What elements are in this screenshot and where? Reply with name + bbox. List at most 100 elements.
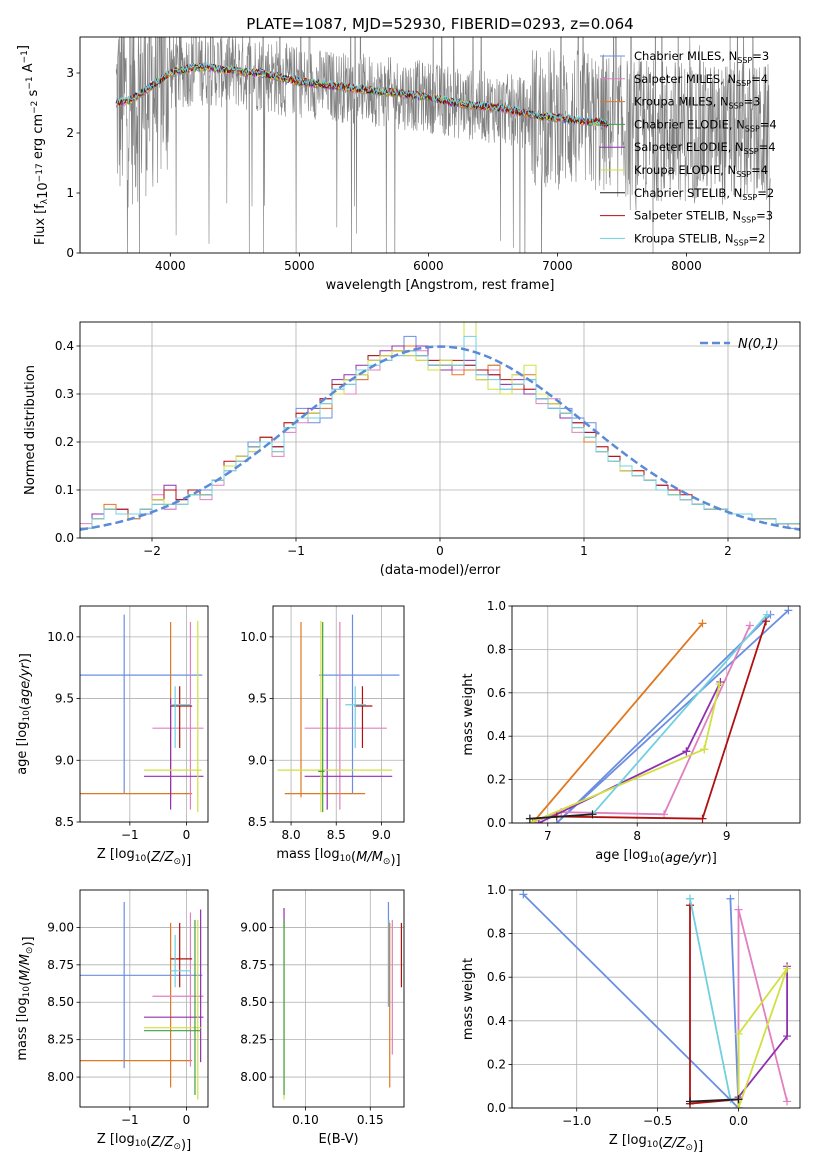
axes-weight-vs-age: 7 8 9 0.0 0.2 0.4 0.6 0.8 1.0 bbox=[487, 599, 800, 843]
x-tick-label: 8.5 bbox=[327, 828, 346, 842]
weight-marker bbox=[698, 814, 707, 823]
legend-text: =4 bbox=[751, 163, 768, 177]
x-tick-label: 7000 bbox=[542, 259, 573, 273]
y-label-part: s bbox=[26, 89, 41, 100]
legend-entry: Kroupa STELIB, NSSP=2 bbox=[634, 231, 765, 247]
x-tick-label: 9 bbox=[723, 829, 731, 843]
label-part: ( bbox=[18, 981, 33, 986]
weight-marker bbox=[783, 1032, 792, 1041]
x-ticks: 8.0 8.5 9.0 bbox=[282, 606, 391, 842]
x-tick-label: 5000 bbox=[284, 259, 315, 273]
legend-text: Kroupa MILES, N bbox=[634, 95, 729, 109]
y-axis-label: age [log10(age/yr)] bbox=[15, 653, 33, 775]
y-ticks: 8.5 9.0 9.5 10.0 bbox=[47, 630, 208, 829]
label-sub: 10 bbox=[22, 986, 32, 998]
axes-residuals: −2 −1 0 1 2 0.0 0.1 0.2 0.3 0.4 bbox=[55, 322, 800, 558]
axes-spectrum: 4000 5000 6000 7000 8000 0 1 2 3 bbox=[66, 66, 701, 273]
x-axis-label: mass [log10(M/M⊙)] bbox=[276, 847, 400, 868]
histogram-legend: N(0,1) bbox=[700, 337, 779, 352]
weight-line bbox=[529, 625, 751, 823]
errorbar-plot-area bbox=[283, 901, 403, 1100]
y-tick-label: 8.00 bbox=[240, 1070, 267, 1084]
legend-sub: SSP bbox=[744, 147, 759, 156]
weight-marker bbox=[783, 964, 792, 973]
x-axis-label: E(B-V) bbox=[318, 1132, 358, 1147]
x-ticks: 0.10 0.15 bbox=[292, 890, 384, 1127]
errorbar-point bbox=[277, 620, 393, 813]
errorbar-point bbox=[144, 909, 204, 1063]
label-part: Z [log bbox=[97, 1132, 135, 1147]
x-axis-label: Z [log10(Z/Z⊙)] bbox=[97, 1132, 191, 1153]
label-sub: 10 bbox=[340, 854, 352, 864]
errorbar-point bbox=[304, 622, 387, 810]
label-sub: ⊙ bbox=[383, 857, 391, 867]
legend-text: Salpeter STELIB, N bbox=[634, 209, 741, 223]
errorbar-point bbox=[354, 686, 373, 748]
legend-entry: Chabrier STELIB, NSSP=2 bbox=[634, 186, 774, 202]
weight-line bbox=[591, 614, 768, 815]
y-axis-label: Flux [fλ10−17 erg cm−2 s−1 A−1] bbox=[16, 45, 51, 245]
weight-marker bbox=[685, 894, 694, 903]
errorbar-point bbox=[319, 614, 400, 794]
y-axis-label: mass weight bbox=[461, 673, 476, 755]
legend-text: Kroupa ELODIE, N bbox=[634, 163, 736, 177]
y-tick-label: 1 bbox=[66, 186, 74, 200]
errorbar-point bbox=[345, 686, 367, 748]
label-part: ( bbox=[658, 1136, 663, 1151]
errorbar-frame bbox=[272, 605, 405, 823]
legend-sub: SSP bbox=[745, 124, 760, 133]
y-tick-label: 0.4 bbox=[487, 1014, 506, 1028]
legend-text: =4 bbox=[760, 117, 777, 131]
y-label-part: λ bbox=[40, 198, 50, 204]
label-sub: ⊙ bbox=[25, 947, 35, 955]
errorbar-frame bbox=[272, 889, 405, 1108]
y-label-part: −2 bbox=[30, 101, 40, 114]
y-tick-label: 8.25 bbox=[47, 1033, 74, 1047]
weight-marker bbox=[734, 905, 743, 914]
legend-sub: SSP bbox=[741, 216, 756, 225]
label-part: )] bbox=[707, 851, 717, 866]
label-part: )] bbox=[181, 1138, 191, 1153]
y-tick-label: 0.2 bbox=[55, 435, 74, 449]
y-tick-label: 9.0 bbox=[248, 753, 267, 767]
x-tick-label: 2 bbox=[724, 544, 732, 558]
legend-text: =3 bbox=[752, 49, 769, 63]
y-label-part: ] bbox=[16, 45, 31, 50]
legend-text: =4 bbox=[751, 72, 768, 86]
errorbar-point bbox=[144, 919, 202, 1100]
legend-text: =4 bbox=[759, 140, 776, 154]
legend-entry: Kroupa MILES, NSSP=3 bbox=[634, 95, 760, 111]
label-sub: ⊙ bbox=[685, 1143, 693, 1153]
y-label-part: −1 bbox=[20, 50, 30, 63]
errorbar-point bbox=[80, 901, 203, 1069]
y-tick-label: 2 bbox=[66, 126, 74, 140]
x-tick-label: −1 bbox=[287, 544, 305, 558]
x-tick-label: −1 bbox=[121, 828, 139, 842]
x-ticks: −1 0 bbox=[121, 890, 190, 1127]
x-tick-label: 0 bbox=[436, 544, 444, 558]
x-tick-label: 8000 bbox=[671, 259, 702, 273]
weight-marker bbox=[682, 747, 691, 756]
errorbar-point bbox=[284, 622, 366, 798]
weight-marker bbox=[528, 819, 537, 823]
errorbar-plot-area bbox=[277, 614, 400, 813]
label-italic: Z/Z bbox=[662, 1136, 686, 1151]
y-label-part: −1 bbox=[25, 76, 35, 89]
errorbar-plot-area bbox=[80, 614, 204, 813]
y-tick-label: 0.0 bbox=[487, 816, 506, 830]
legend-entry: Salpeter STELIB, NSSP=3 bbox=[634, 209, 773, 225]
weight-marker bbox=[698, 619, 707, 628]
errorbar-point bbox=[170, 686, 193, 748]
legend-entry: Kroupa ELODIE, NSSP=4 bbox=[634, 163, 768, 179]
errorbar-point bbox=[144, 919, 201, 1096]
x-tick-label: −0.5 bbox=[643, 1114, 672, 1128]
y-label-part: A bbox=[21, 63, 36, 76]
label-italic: M/M bbox=[356, 850, 383, 865]
weight-marker bbox=[734, 1095, 743, 1104]
x-axis-label: Z [log10(Z/Z⊙)] bbox=[97, 847, 191, 868]
y-ticks: 8.00 8.25 8.50 8.75 9.00 bbox=[240, 920, 404, 1084]
legend-entry: Chabrier MILES, NSSP=3 bbox=[634, 49, 769, 65]
label-italic: age/yr bbox=[665, 851, 708, 866]
x-tick-label: −2 bbox=[143, 544, 161, 558]
